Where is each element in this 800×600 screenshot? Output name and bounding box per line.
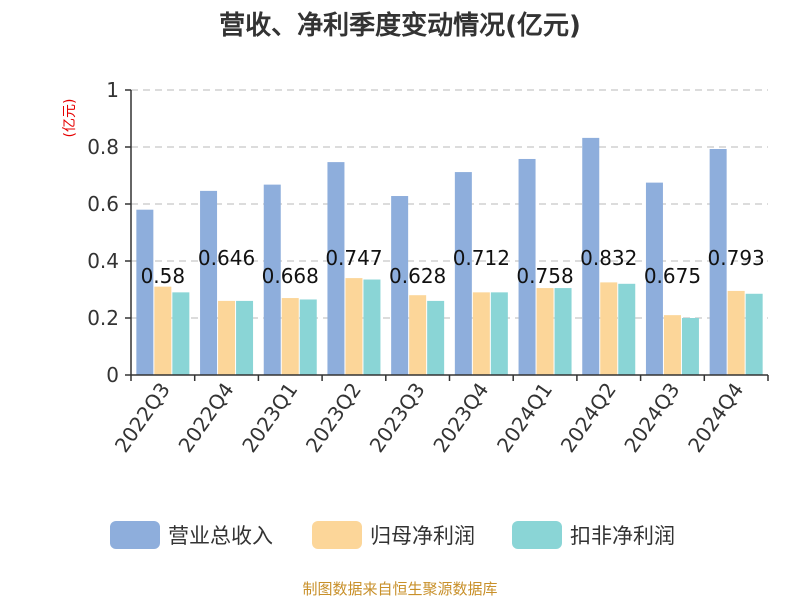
y-tick-label: 0.2 (87, 306, 119, 330)
x-tick-label: 2022Q4 (173, 378, 238, 457)
legend-swatch-net-profit (312, 521, 362, 549)
legend-swatch-deducted-profit (512, 521, 562, 549)
data-label: 0.668 (262, 264, 319, 288)
bar-net-profit (727, 290, 745, 375)
y-axis-unit-label: (亿元) (62, 99, 78, 138)
data-label: 0.675 (644, 264, 701, 288)
bar-net-profit (409, 295, 427, 375)
x-tick-label: 2024Q4 (683, 378, 748, 457)
x-tick-label: 2024Q1 (492, 378, 557, 457)
data-label: 0.58 (141, 264, 186, 288)
chart-title: 营收、净利季度变动情况(亿元) (219, 10, 581, 41)
x-tick-label: 2023Q3 (365, 378, 430, 457)
bar-net-profit (154, 286, 172, 375)
legend-label-deducted-profit: 扣非净利润 (570, 524, 675, 548)
x-tick-label: 2023Q4 (428, 378, 493, 457)
bar-revenue (582, 137, 600, 375)
legend-label-net-profit: 归母净利润 (370, 524, 475, 548)
bar-revenue (709, 148, 727, 375)
y-tick-label: 0.4 (87, 249, 119, 273)
bar-net-profit (472, 292, 490, 375)
bar-revenue (263, 184, 281, 375)
data-label: 0.646 (198, 246, 255, 270)
x-tick-label: 2022Q3 (110, 378, 175, 457)
bar-deducted-profit (236, 300, 254, 375)
legend: 营业总收入 归母净利润 扣非净利润 (110, 521, 675, 549)
bar-deducted-profit (554, 288, 572, 375)
y-tick-label: 1 (106, 78, 119, 102)
data-label: 0.793 (708, 246, 765, 270)
bar-deducted-profit (363, 279, 381, 375)
x-tick-label: 2023Q1 (237, 378, 302, 457)
bar-deducted-profit (490, 292, 508, 375)
bar-net-profit (281, 298, 299, 375)
source-note: 制图数据来自恒生聚源数据库 (302, 580, 497, 598)
bar-net-profit (345, 278, 363, 375)
bar-deducted-profit (618, 283, 636, 375)
bar-revenue (518, 158, 536, 375)
data-label: 0.712 (453, 246, 510, 270)
data-label: 0.832 (580, 246, 637, 270)
x-tick-label: 2024Q3 (619, 378, 684, 457)
bar-deducted-profit (299, 299, 317, 375)
bar-revenue (645, 182, 663, 375)
bar-revenue (200, 190, 218, 375)
legend-label-revenue: 营业总收入 (168, 524, 273, 548)
bar-net-profit (663, 315, 681, 375)
x-tick-label: 2024Q2 (556, 378, 621, 457)
data-label: 0.758 (516, 264, 573, 288)
bar-revenue (454, 172, 472, 375)
bar-revenue (136, 209, 154, 375)
y-tick-label: 0.8 (87, 135, 119, 159)
bar-deducted-profit (172, 292, 190, 375)
bar-net-profit (536, 288, 554, 375)
data-label: 0.747 (325, 246, 382, 270)
bar-revenue (327, 162, 345, 375)
bar-revenue (391, 196, 409, 375)
bar-net-profit (218, 300, 236, 375)
x-tick-label: 2023Q2 (301, 378, 366, 457)
legend-swatch-revenue (110, 521, 160, 549)
bars (136, 137, 763, 375)
bar-net-profit (600, 282, 618, 375)
y-tick-label: 0 (106, 363, 119, 387)
data-label: 0.628 (389, 264, 446, 288)
y-tick-label: 0.6 (87, 192, 119, 216)
bar-deducted-profit (427, 300, 445, 375)
bar-deducted-profit (745, 293, 763, 375)
bar-deducted-profit (681, 318, 699, 375)
